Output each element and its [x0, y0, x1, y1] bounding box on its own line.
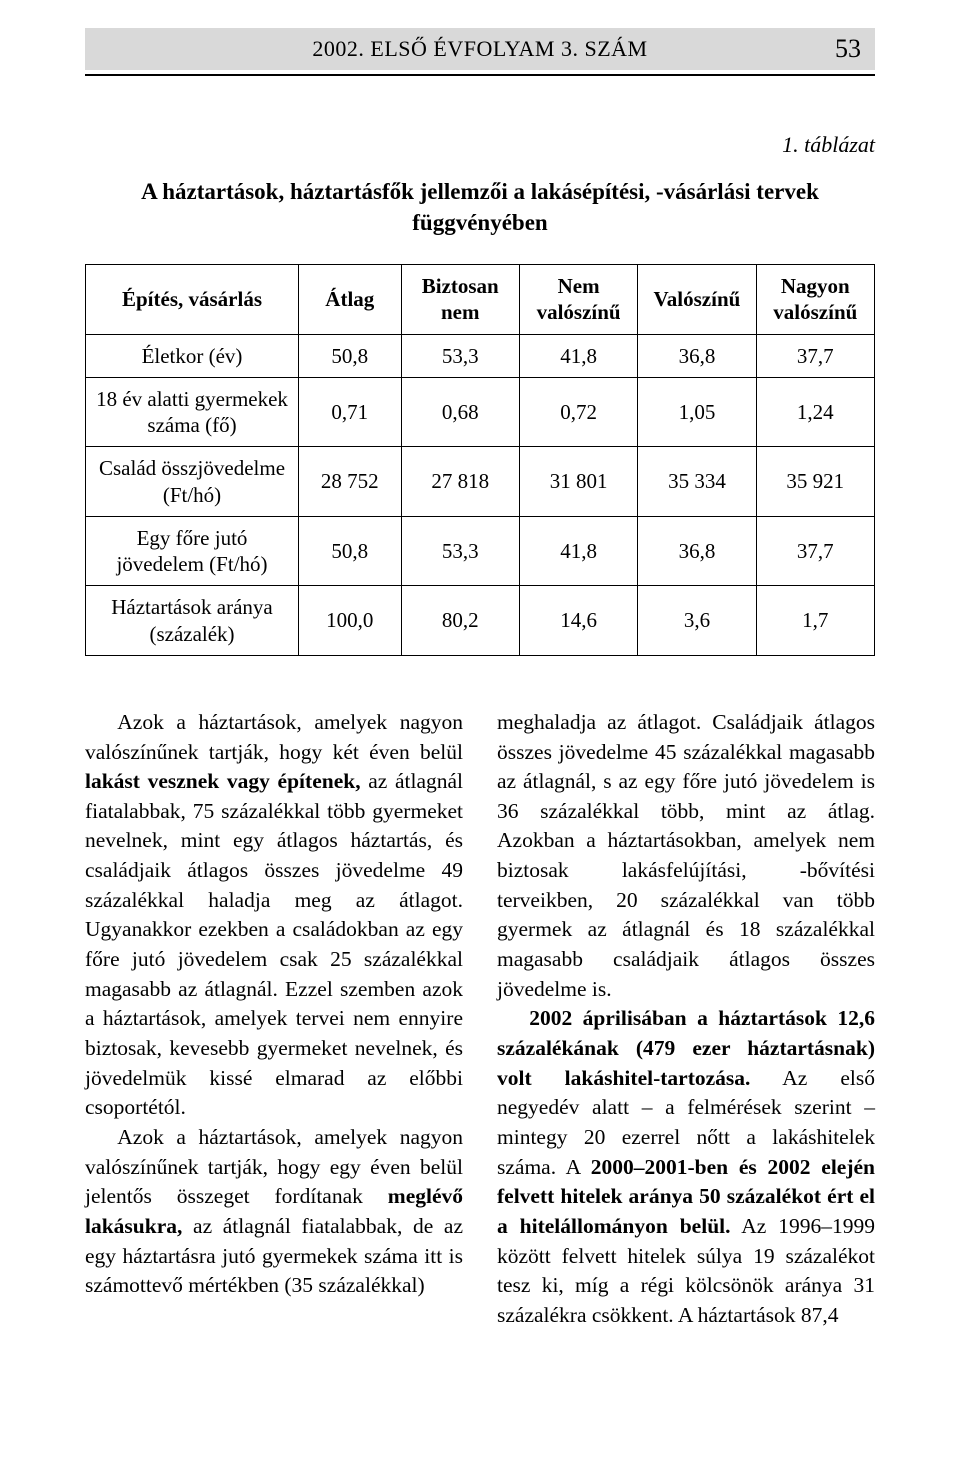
- table-row: Család összjövedelme (Ft/hó) 28 752 27 8…: [86, 447, 875, 517]
- table-title: A háztartások, háztartásfők jellemzői a …: [85, 176, 875, 238]
- cell: 41,8: [519, 516, 637, 586]
- cell: 0,71: [299, 377, 402, 447]
- row-label: Család összjövedelme (Ft/hó): [86, 447, 299, 517]
- cell: 37,7: [756, 334, 874, 377]
- paragraph: meghaladja az átlagot. Családjaik átlago…: [497, 708, 875, 1005]
- col-header-3: Nem valószínű: [519, 265, 637, 335]
- table-label: 1. táblázat: [85, 132, 875, 158]
- cell: 41,8: [519, 334, 637, 377]
- page-number: 53: [835, 34, 861, 64]
- cell: 0,68: [401, 377, 519, 447]
- cell: 28 752: [299, 447, 402, 517]
- col-header-0: Építés, vásárlás: [86, 265, 299, 335]
- cell: 80,2: [401, 586, 519, 656]
- row-label: Egy főre jutó jövedelem (Ft/hó): [86, 516, 299, 586]
- body-columns: Azok a háztartások, amelyek nagyon valós…: [85, 708, 875, 1331]
- header-rule: [85, 74, 875, 76]
- cell: 14,6: [519, 586, 637, 656]
- right-column: meghaladja az átlagot. Családjaik átlago…: [497, 708, 875, 1331]
- text-run: az átlagnál fiatalabbak, 75 százalékkal …: [85, 769, 463, 1119]
- bold-run: lakást vesznek vagy építenek,: [85, 769, 361, 793]
- table-row: Életkor (év) 50,8 53,3 41,8 36,8 37,7: [86, 334, 875, 377]
- table-row: 18 év alatti gyermekek száma (fő) 0,71 0…: [86, 377, 875, 447]
- row-label: Életkor (év): [86, 334, 299, 377]
- paragraph: 2002 áprilisában a háztartások 12,6 száz…: [497, 1004, 875, 1330]
- table-row: Egy főre jutó jövedelem (Ft/hó) 50,8 53,…: [86, 516, 875, 586]
- cell: 53,3: [401, 334, 519, 377]
- data-table: Építés, vásárlás Átlag Biztosan nem Nem …: [85, 264, 875, 656]
- cell: 1,05: [638, 377, 756, 447]
- cell: 1,24: [756, 377, 874, 447]
- cell: 53,3: [401, 516, 519, 586]
- row-label: Háztartások aránya (százalék): [86, 586, 299, 656]
- cell: 31 801: [519, 447, 637, 517]
- cell: 0,72: [519, 377, 637, 447]
- table-title-line1: A háztartások, háztartásfők jellemzői a …: [141, 179, 819, 204]
- cell: 100,0: [299, 586, 402, 656]
- cell: 3,6: [638, 586, 756, 656]
- col-header-1: Átlag: [299, 265, 402, 335]
- cell: 35 334: [638, 447, 756, 517]
- row-label: 18 év alatti gyermekek száma (fő): [86, 377, 299, 447]
- table-title-line2: függvényében: [412, 210, 547, 235]
- cell: 27 818: [401, 447, 519, 517]
- text-run: Azok a háztartások, amelyek nagyon valós…: [85, 710, 463, 764]
- cell: 36,8: [638, 334, 756, 377]
- cell: 50,8: [299, 516, 402, 586]
- page: 2002. ELSŐ ÉVFOLYAM 3. SZÁM 53 1. tábláz…: [0, 0, 960, 1371]
- col-header-2: Biztosan nem: [401, 265, 519, 335]
- running-header: 2002. ELSŐ ÉVFOLYAM 3. SZÁM 53: [85, 28, 875, 70]
- running-head-text: 2002. ELSŐ ÉVFOLYAM 3. SZÁM: [312, 36, 647, 62]
- col-header-5: Nagyon valószínű: [756, 265, 874, 335]
- paragraph: Azok a háztartások, amelyek nagyon valós…: [85, 708, 463, 1123]
- col-header-4: Valószínű: [638, 265, 756, 335]
- cell: 36,8: [638, 516, 756, 586]
- text-run: meghaladja az átlagot. Családjaik átlago…: [497, 710, 875, 1001]
- cell: 35 921: [756, 447, 874, 517]
- paragraph: Azok a háztartások, amelyek nagyon valós…: [85, 1123, 463, 1301]
- cell: 37,7: [756, 516, 874, 586]
- left-column: Azok a háztartások, amelyek nagyon valós…: [85, 708, 463, 1331]
- table-row: Háztartások aránya (százalék) 100,0 80,2…: [86, 586, 875, 656]
- table-header-row: Építés, vásárlás Átlag Biztosan nem Nem …: [86, 265, 875, 335]
- cell: 50,8: [299, 334, 402, 377]
- cell: 1,7: [756, 586, 874, 656]
